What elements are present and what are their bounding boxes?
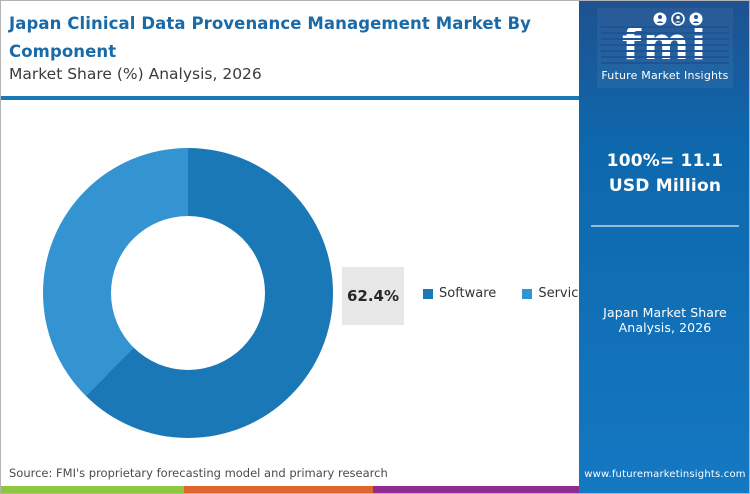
fmi-logo-tagline: Future Market Insights: [601, 69, 729, 82]
footer-bar-green: [1, 486, 184, 493]
legend-item-software: Software: [423, 286, 496, 301]
chart-legend: Software Services: [423, 286, 593, 301]
fmi-logo: fmi Future Market Insights: [597, 8, 733, 88]
footer-bar-orange: [184, 486, 373, 493]
donut-chart: [43, 148, 333, 438]
legend-swatch-services: [522, 288, 533, 299]
sidebar-divider: [591, 225, 739, 227]
data-label-callout: 62.4%: [342, 267, 404, 325]
footer-bar-purple: [373, 486, 579, 493]
page-title: Japan Clinical Data Provenance Managemen…: [9, 14, 531, 61]
legend-swatch-software: [423, 288, 433, 299]
donut-hole: [111, 216, 265, 370]
fmi-logo-wordmark: fmi: [601, 22, 729, 68]
footer-color-bar: [1, 486, 579, 493]
market-total-stat: 100%= 11.1 USD Million: [606, 151, 724, 196]
chart-panel: Japan Clinical Data Provenance Managemen…: [1, 1, 593, 493]
header-divider: [1, 96, 579, 100]
source-note: Source: FMI's proprietary forecasting mo…: [9, 466, 388, 480]
page-subtitle: Market Share (%) Analysis, 2026: [9, 65, 262, 83]
sidebar-caption: Japan Market Share Analysis, 2026: [603, 305, 727, 335]
website-link[interactable]: www.futuremarketinsights.com: [584, 469, 746, 480]
brand-sidebar: fmi Future Market Insights 100%= 11.1 US…: [579, 1, 749, 493]
legend-label-software: Software: [439, 286, 497, 301]
